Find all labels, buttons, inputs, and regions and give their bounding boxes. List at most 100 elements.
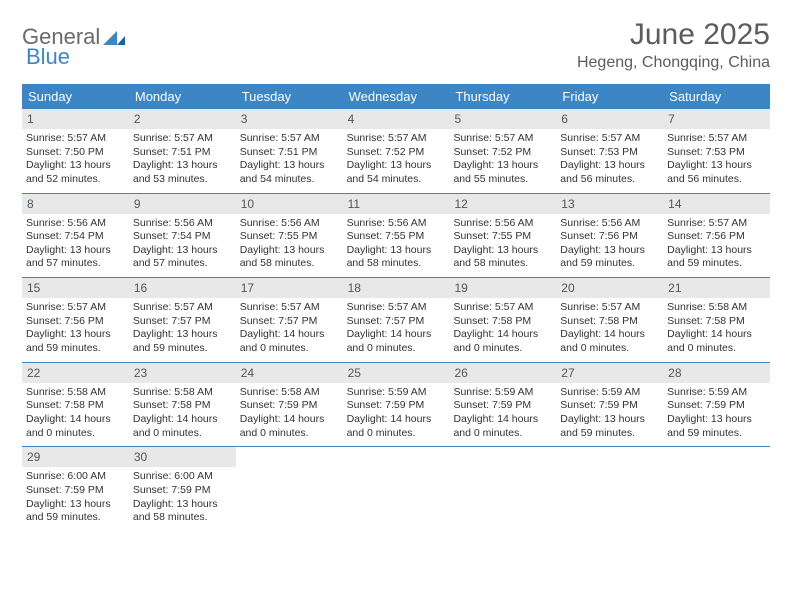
sunset-line: Sunset: 7:59 PM	[26, 484, 125, 498]
day-cell: 30Sunrise: 6:00 AMSunset: 7:59 PMDayligh…	[129, 447, 236, 531]
sunset-line: Sunset: 7:58 PM	[560, 315, 659, 329]
day-body: Sunrise: 5:57 AMSunset: 7:53 PMDaylight:…	[560, 132, 659, 187]
page-title: June 2025	[577, 18, 770, 52]
daylight-line: Daylight: 14 hours and 0 minutes.	[347, 328, 446, 355]
daylight-line: Daylight: 13 hours and 59 minutes.	[133, 328, 232, 355]
week-row: 8Sunrise: 5:56 AMSunset: 7:54 PMDaylight…	[22, 194, 770, 279]
sunrise-line: Sunrise: 5:57 AM	[453, 301, 552, 315]
sunrise-line: Sunrise: 5:58 AM	[26, 386, 125, 400]
daylight-line: Daylight: 14 hours and 0 minutes.	[240, 413, 339, 440]
day-body: Sunrise: 5:59 AMSunset: 7:59 PMDaylight:…	[347, 386, 446, 441]
sunrise-line: Sunrise: 5:56 AM	[240, 217, 339, 231]
daylight-line: Daylight: 14 hours and 0 minutes.	[133, 413, 232, 440]
day-cell: 17Sunrise: 5:57 AMSunset: 7:57 PMDayligh…	[236, 278, 343, 362]
day-body: Sunrise: 5:57 AMSunset: 7:52 PMDaylight:…	[347, 132, 446, 187]
day-cell: 13Sunrise: 5:56 AMSunset: 7:56 PMDayligh…	[556, 194, 663, 278]
sunset-line: Sunset: 7:59 PM	[667, 399, 766, 413]
sunset-line: Sunset: 7:58 PM	[453, 315, 552, 329]
day-number: 1	[22, 109, 129, 129]
sunset-line: Sunset: 7:59 PM	[560, 399, 659, 413]
sunrise-line: Sunrise: 5:57 AM	[347, 301, 446, 315]
day-cell: 21Sunrise: 5:58 AMSunset: 7:58 PMDayligh…	[663, 278, 770, 362]
day-cell: 1Sunrise: 5:57 AMSunset: 7:50 PMDaylight…	[22, 109, 129, 193]
day-number: 11	[343, 194, 450, 214]
sunrise-line: Sunrise: 5:56 AM	[560, 217, 659, 231]
day-body: Sunrise: 5:56 AMSunset: 7:56 PMDaylight:…	[560, 217, 659, 272]
day-cell: 22Sunrise: 5:58 AMSunset: 7:58 PMDayligh…	[22, 363, 129, 447]
day-cell	[343, 447, 450, 531]
daylight-line: Daylight: 13 hours and 59 minutes.	[560, 413, 659, 440]
sunset-line: Sunset: 7:53 PM	[560, 146, 659, 160]
week-row: 29Sunrise: 6:00 AMSunset: 7:59 PMDayligh…	[22, 447, 770, 531]
day-number: 29	[22, 447, 129, 467]
sunset-line: Sunset: 7:54 PM	[26, 230, 125, 244]
sunrise-line: Sunrise: 5:58 AM	[133, 386, 232, 400]
day-number: 18	[343, 278, 450, 298]
sunrise-line: Sunrise: 5:56 AM	[453, 217, 552, 231]
day-number: 24	[236, 363, 343, 383]
sunrise-line: Sunrise: 5:59 AM	[560, 386, 659, 400]
day-cell: 14 Sunrise: 5:57 AMSunset: 7:56 PMDayligh…	[663, 194, 770, 278]
location-label: Hegeng, Chongqing, China	[577, 54, 770, 72]
day-header-row: SundayMondayTuesdayWednesdayThursdayFrid…	[22, 84, 770, 109]
sunset-line: Sunset: 7:57 PM	[240, 315, 339, 329]
daylight-line: Daylight: 14 hours and 0 minutes.	[240, 328, 339, 355]
day-cell: 12Sunrise: 5:56 AMSunset: 7:55 PMDayligh…	[449, 194, 556, 278]
sunrise-line: Sunrise: 5:57 AM	[560, 132, 659, 146]
day-header: Tuesday	[236, 84, 343, 109]
week-row: 15Sunrise: 5:57 AMSunset: 7:56 PMDayligh…	[22, 278, 770, 363]
daylight-line: Daylight: 14 hours and 0 minutes.	[26, 413, 125, 440]
day-number: 21	[663, 278, 770, 298]
sunset-line: Sunset: 7:50 PM	[26, 146, 125, 160]
day-header: Sunday	[22, 84, 129, 109]
daylight-line: Daylight: 13 hours and 59 minutes.	[560, 244, 659, 271]
sunrise-line: Sunrise: 5:57 AM	[347, 132, 446, 146]
day-number: 20	[556, 278, 663, 298]
day-body: Sunrise: 5:59 AMSunset: 7:59 PMDaylight:…	[560, 386, 659, 441]
day-cell: 16Sunrise: 5:57 AMSunset: 7:57 PMDayligh…	[129, 278, 236, 362]
day-cell	[663, 447, 770, 531]
sunset-line: Sunset: 7:53 PM	[667, 146, 766, 160]
sunset-line: Sunset: 7:57 PM	[347, 315, 446, 329]
sunset-line: Sunset: 7:58 PM	[133, 399, 232, 413]
daylight-line: Daylight: 13 hours and 59 minutes.	[667, 244, 766, 271]
sunset-line: Sunset: 7:51 PM	[133, 146, 232, 160]
daylight-line: Daylight: 14 hours and 0 minutes.	[453, 413, 552, 440]
day-cell	[556, 447, 663, 531]
daylight-line: Daylight: 14 hours and 0 minutes.	[667, 328, 766, 355]
day-cell: 27Sunrise: 5:59 AMSunset: 7:59 PMDayligh…	[556, 363, 663, 447]
day-cell: 18 Sunrise: 5:57 AMSunset: 7:57 PMDayligh…	[343, 278, 450, 362]
sunrise-line: Sunrise: 5:57 AM	[240, 132, 339, 146]
day-body: Sunrise: 5:57 AMSunset: 7:51 PMDaylight:…	[240, 132, 339, 187]
day-body: Sunrise: 5:56 AMSunset: 7:55 PMDaylight:…	[240, 217, 339, 272]
sunset-line: Sunset: 7:54 PM	[133, 230, 232, 244]
day-header: Friday	[556, 84, 663, 109]
daylight-line: Daylight: 14 hours and 0 minutes.	[453, 328, 552, 355]
sunset-line: Sunset: 7:59 PM	[347, 399, 446, 413]
day-number: 25	[343, 363, 450, 383]
day-cell: 7Sunrise: 5:57 AMSunset: 7:53 PMDaylight…	[663, 109, 770, 193]
day-number: 23	[129, 363, 236, 383]
day-body: Sunrise: 5:57 AMSunset: 7:58 PMDaylight:…	[560, 301, 659, 356]
sunrise-line: Sunrise: 5:56 AM	[133, 217, 232, 231]
sunset-line: Sunset: 7:59 PM	[453, 399, 552, 413]
sunrise-line: Sunrise: 5:58 AM	[667, 301, 766, 315]
day-cell: 20 Sunrise: 5:57 AMSunset: 7:58 PMDayligh…	[556, 278, 663, 362]
day-number: 30	[129, 447, 236, 467]
sunrise-line: Sunrise: 5:59 AM	[667, 386, 766, 400]
day-number: 28	[663, 363, 770, 383]
sunset-line: Sunset: 7:58 PM	[26, 399, 125, 413]
day-body: Sunrise: 5:58 AMSunset: 7:58 PMDaylight:…	[26, 386, 125, 441]
logo-triangle-icon	[103, 29, 125, 45]
calendar: SundayMondayTuesdayWednesdayThursdayFrid…	[22, 84, 770, 531]
sunrise-line: Sunrise: 6:00 AM	[26, 470, 125, 484]
daylight-line: Daylight: 13 hours and 57 minutes.	[26, 244, 125, 271]
daylight-line: Daylight: 14 hours and 0 minutes.	[347, 413, 446, 440]
day-number: 17	[236, 278, 343, 298]
day-number: 14	[663, 194, 770, 214]
day-number: 26	[449, 363, 556, 383]
day-cell: 4Sunrise: 5:57 AMSunset: 7:52 PMDaylight…	[343, 109, 450, 193]
sunrise-line: Sunrise: 5:57 AM	[667, 132, 766, 146]
day-number: 6	[556, 109, 663, 129]
day-body: Sunrise: 5:57 AMSunset: 7:56 PMDaylight:…	[667, 217, 766, 272]
